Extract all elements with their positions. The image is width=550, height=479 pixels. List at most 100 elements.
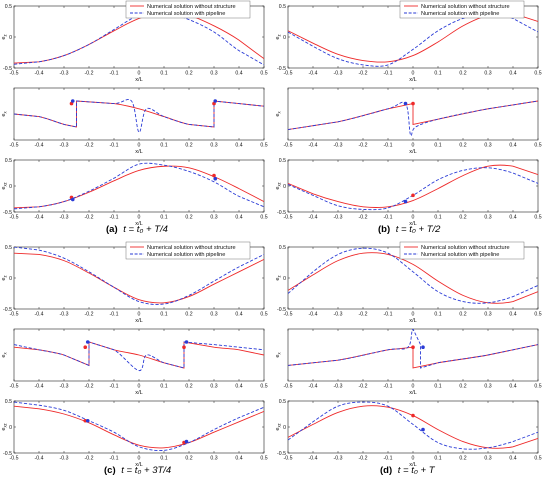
subplots-layer: -0.5 -0.4 -0.3 -0.2 -0.1 0 0.1 0.2 0.3 0.4 0.5 -0.5…	[1, 0, 542, 468]
x-tick-label: -0.3	[334, 143, 343, 149]
caption-d-formula: t = t₀ + T	[398, 465, 436, 476]
x-axis-label: x/L	[409, 390, 416, 396]
marker-blue	[184, 439, 189, 444]
series-without-structure	[14, 100, 264, 128]
x-tick-label: -0.2	[85, 143, 94, 149]
caption-a-label: (a)	[106, 224, 118, 235]
y-axis-label-base: e	[1, 428, 7, 431]
x-tick-label: -0.1	[384, 71, 393, 77]
y-axis-label: exz	[1, 423, 8, 430]
caption-b: (b) t = t₀ + T/2	[378, 224, 441, 235]
marker-red	[83, 418, 88, 423]
x-tick-label: 0.1	[434, 384, 441, 390]
marker-blue	[403, 101, 408, 106]
y-axis-label-sub: x	[277, 351, 282, 354]
x-tick-label: 0	[412, 384, 415, 390]
marker-blue	[403, 199, 408, 204]
legend-box	[399, 0, 525, 19]
y-axis-label: ex	[1, 110, 8, 116]
x-tick-label: 0	[138, 143, 141, 149]
x-tick-label: 0.5	[260, 71, 267, 77]
caption-a: (a) t = t₀ + T/4	[106, 224, 168, 235]
x-tick-label: 0.4	[235, 312, 242, 318]
marker-red	[182, 345, 186, 350]
y-axis-label-base: e	[275, 354, 281, 357]
x-tick-label: 0.5	[534, 312, 541, 318]
marker-red	[411, 345, 415, 350]
x-tick-label: 0.1	[434, 456, 441, 462]
x-tick-label: 0.3	[484, 456, 491, 462]
x-axis-label: x/L	[135, 462, 142, 468]
y-tick-label: -0.5	[3, 66, 12, 72]
legend-box	[125, 241, 251, 260]
x-tick-label: -0.4	[309, 456, 318, 462]
y-axis-label: ez	[275, 275, 282, 280]
series-without-structure	[288, 405, 538, 449]
x-tick-label: -0.4	[35, 312, 44, 318]
x-tick-label: -0.5	[10, 312, 19, 318]
y-axis-label-sub: x	[3, 110, 8, 113]
x-tick-label: 0.2	[459, 71, 466, 77]
caption-b-label: (b)	[378, 224, 390, 235]
series-with-pipeline	[14, 341, 264, 372]
x-tick-label: 0	[138, 384, 141, 390]
y-tick-label: 0	[283, 35, 286, 41]
x-tick-label: -0.1	[110, 215, 119, 221]
x-tick-label: 0.5	[260, 384, 267, 390]
x-tick-label: 0.4	[235, 143, 242, 149]
marker-red	[411, 193, 415, 198]
x-tick-label: -0.4	[35, 456, 44, 462]
y-axis-label: exz	[275, 423, 282, 430]
x-tick-label: 0	[138, 312, 141, 318]
y-axis-label-sub: z	[277, 34, 282, 36]
y-axis-label-base: e	[1, 277, 7, 280]
y-axis-label: exz	[275, 182, 282, 189]
series-without-structure	[14, 341, 264, 369]
y-axis-label-sub: z	[277, 275, 282, 277]
y-tick-label: -0.5	[3, 307, 12, 313]
x-tick-label: 0.2	[185, 71, 192, 77]
x-tick-label: 0.2	[185, 312, 192, 318]
x-tick-label: -0.5	[10, 215, 19, 221]
subplot-c-exz: -0.5 -0.4 -0.3 -0.2 -0.1 0 0.1 0.2 0.3 0.4 0.5 -0.5…	[1, 399, 268, 468]
legend-solid-label: Numerical solution without structure	[147, 245, 236, 251]
x-tick-label: 0	[138, 456, 141, 462]
x-tick-label: 0.3	[210, 215, 217, 221]
y-tick-label: 0.5	[5, 158, 12, 164]
subplot-d-exz: -0.5 -0.4 -0.3 -0.2 -0.1 0 0.1 0.2 0.3 0.4 0.5 -0.5…	[275, 399, 542, 468]
x-tick-label: -0.3	[60, 143, 69, 149]
x-tick-label: -0.3	[60, 71, 69, 77]
x-tick-label: 0.1	[160, 215, 167, 221]
y-tick-label: 0.5	[5, 4, 12, 10]
x-tick-label: 0.4	[235, 215, 242, 221]
legend-solid-label: Numerical solution without structure	[421, 245, 510, 251]
x-tick-label: -0.2	[359, 312, 368, 318]
y-axis-label-base: e	[275, 187, 281, 190]
x-tick-label: -0.1	[384, 143, 393, 149]
x-tick-label: -0.5	[284, 215, 293, 221]
x-tick-label: -0.1	[110, 312, 119, 318]
caption-c-label: (c)	[104, 465, 116, 476]
x-tick-label: 0.5	[534, 143, 541, 149]
y-tick-label: 0	[9, 425, 12, 431]
x-tick-label: 0.1	[160, 456, 167, 462]
x-tick-label: 0.1	[434, 312, 441, 318]
x-tick-label: 0.5	[260, 456, 267, 462]
x-tick-label: 0.4	[235, 456, 242, 462]
x-tick-label: -0.4	[309, 312, 318, 318]
x-tick-label: 0	[412, 71, 415, 77]
y-axis-label-sub: z	[3, 275, 8, 277]
x-tick-label: 0.4	[509, 143, 516, 149]
x-tick-label: 0.3	[484, 143, 491, 149]
axes-frame	[13, 159, 265, 213]
x-tick-label: 0.2	[185, 143, 192, 149]
subplot-a-exz: -0.5 -0.4 -0.3 -0.2 -0.1 0 0.1 0.2 0.3 0.4 0.5 -0.5…	[1, 158, 268, 227]
subplot-b-exz: -0.5 -0.4 -0.3 -0.2 -0.1 0 0.1 0.2 0.3 0.4 0.5 -0.5…	[275, 158, 542, 227]
x-tick-label: 0.2	[459, 312, 466, 318]
caption-b-formula: t = t₀ + T/2	[396, 224, 441, 235]
series-with-pipeline	[288, 12, 538, 67]
x-tick-label: 0.3	[484, 71, 491, 77]
series-with-pipeline	[288, 167, 538, 211]
x-tick-label: 0.2	[185, 215, 192, 221]
series-without-structure	[288, 252, 538, 304]
